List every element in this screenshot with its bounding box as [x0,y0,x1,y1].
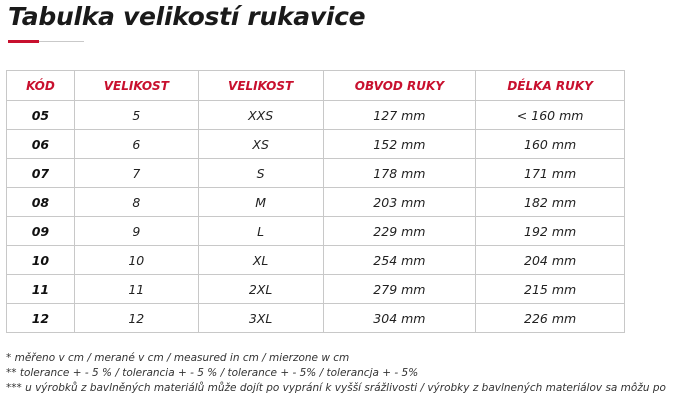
cell-length: 192 mm [475,216,625,246]
cell-size-number: 11 [73,274,199,304]
page-title: Tabulka velikostí rukavice [8,2,366,31]
table-row: 08 8 M 203 mm 182 mm [6,187,625,217]
cell-code: 12 [6,303,75,333]
cell-size-letter: 2XL [197,274,324,304]
cell-circumference: 304 mm [322,303,477,333]
footnote-tolerance: ** tolerance + - 5 % / tolerancia + - 5 … [6,367,419,379]
cell-circumference: 203 mm [322,187,477,217]
cell-length: 171 mm [475,158,625,188]
cell-size-letter: L [197,216,324,246]
cell-size-letter: XXS [197,100,324,130]
table-row: 07 7 S 178 mm 171 mm [6,158,625,188]
table-row: 05 5 XXS 127 mm < 160 mm [6,100,625,130]
cell-code: 08 [6,187,75,217]
cell-circumference: 229 mm [322,216,477,246]
cell-length: 160 mm [475,129,625,159]
cell-size-letter: 3XL [197,303,324,333]
cell-circumference: 178 mm [322,158,477,188]
cell-circumference: 254 mm [322,245,477,275]
footnotes: * měřeno v cm / merané v cm / measured i… [6,351,678,396]
table-row: 09 9 L 229 mm 192 mm [6,216,625,246]
footnote-shrinkage: *** u výrobků z bavlněných materiálů můž… [6,382,666,394]
cell-size-number: 6 [73,129,199,159]
cell-code: 09 [6,216,75,246]
cell-size-letter: XL [197,245,324,275]
header-hand-circumference: OBVOD RUKY [322,70,477,101]
table-row: 12 12 3XL 304 mm 226 mm [6,303,625,333]
cell-length: < 160 mm [475,100,625,130]
cell-length: 215 mm [475,274,625,304]
table-header-row: KÓD VELIKOST VELIKOST OBVOD RUKY DÉLKA R… [6,70,625,101]
table-row: 06 6 XS 152 mm 160 mm [6,129,625,159]
footnote-measured: * měřeno v cm / merané v cm / measured i… [6,352,350,364]
cell-size-letter: S [197,158,324,188]
header-code: KÓD [6,70,75,101]
cell-code: 06 [6,129,75,159]
cell-length: 226 mm [475,303,625,333]
cell-code: 05 [6,100,75,130]
cell-size-number: 5 [73,100,199,130]
header-size-letter: VELIKOST [197,70,324,101]
table-row: 10 10 XL 254 mm 204 mm [6,245,625,275]
table-row: 11 11 2XL 279 mm 215 mm [6,274,625,304]
cell-size-number: 10 [73,245,199,275]
cell-length: 204 mm [475,245,625,275]
header-size-number: VELIKOST [73,70,199,101]
size-table: KÓD VELIKOST VELIKOST OBVOD RUKY DÉLKA R… [6,70,625,333]
cell-code: 10 [6,245,75,275]
cell-size-number: 9 [73,216,199,246]
cell-circumference: 279 mm [322,274,477,304]
cell-size-number: 12 [73,303,199,333]
title-underline-rule [39,41,84,42]
cell-code: 11 [6,274,75,304]
title-underline-accent [8,40,39,43]
header-hand-length: DÉLKA RUKY [475,70,625,101]
cell-size-letter: XS [197,129,324,159]
cell-size-letter: M [197,187,324,217]
cell-code: 07 [6,158,75,188]
cell-size-number: 7 [73,158,199,188]
cell-length: 182 mm [475,187,625,217]
cell-circumference: 127 mm [322,100,477,130]
cell-circumference: 152 mm [322,129,477,159]
cell-size-number: 8 [73,187,199,217]
